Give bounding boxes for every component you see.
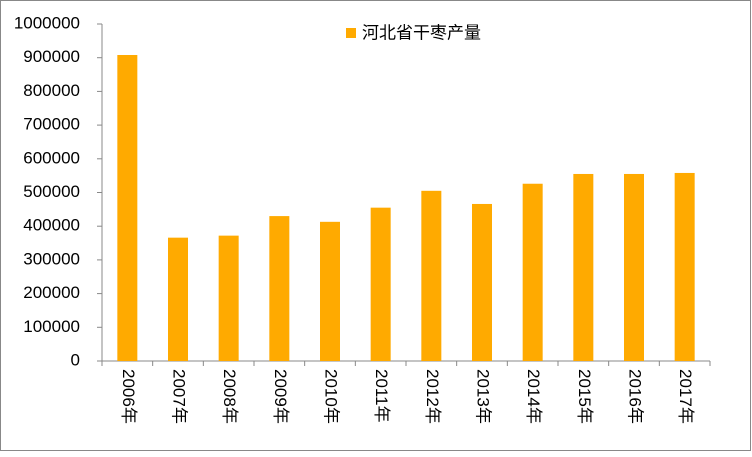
x-tick-label: 2007年 bbox=[170, 369, 189, 424]
y-tick-label: 0 bbox=[71, 350, 80, 369]
x-tick-label: 2009年 bbox=[271, 369, 290, 424]
x-tick-label: 2015年 bbox=[575, 369, 594, 424]
y-tick-label: 800000 bbox=[23, 81, 80, 100]
bar bbox=[370, 207, 391, 361]
x-tick-label: 2008年 bbox=[220, 369, 239, 424]
y-tick-label: 400000 bbox=[23, 216, 80, 235]
y-tick-label: 300000 bbox=[23, 249, 80, 268]
bar bbox=[624, 173, 644, 361]
y-tick-label: 700000 bbox=[23, 115, 80, 134]
bar bbox=[674, 172, 695, 361]
bar bbox=[472, 203, 492, 361]
y-tick-label: 100000 bbox=[23, 317, 80, 336]
y-tick-label: 200000 bbox=[23, 283, 80, 302]
x-tick-label: 2011年 bbox=[372, 369, 391, 423]
y-tick-label: 500000 bbox=[23, 182, 80, 201]
bar bbox=[269, 216, 290, 361]
x-tick-label: 2010年 bbox=[322, 369, 341, 424]
bar bbox=[117, 55, 138, 362]
x-tick-label: 2016年 bbox=[626, 369, 645, 424]
bar bbox=[320, 221, 340, 361]
x-tick-label: 2013年 bbox=[474, 369, 493, 424]
bar bbox=[573, 173, 594, 361]
bar bbox=[168, 237, 188, 361]
y-tick-label: 900000 bbox=[23, 47, 80, 66]
x-tick-label: 2017年 bbox=[676, 369, 695, 424]
x-tick-label: 2006年 bbox=[119, 369, 138, 424]
legend-swatch bbox=[346, 28, 356, 38]
legend-label: 河北省干枣产量 bbox=[362, 23, 481, 42]
x-tick-label: 2012年 bbox=[423, 369, 442, 424]
y-tick-label: 600000 bbox=[23, 148, 80, 167]
bar bbox=[522, 183, 543, 361]
y-tick-label: 1000000 bbox=[14, 13, 80, 32]
bar bbox=[421, 190, 442, 361]
bar bbox=[218, 235, 239, 361]
x-tick-label: 2014年 bbox=[524, 369, 543, 424]
